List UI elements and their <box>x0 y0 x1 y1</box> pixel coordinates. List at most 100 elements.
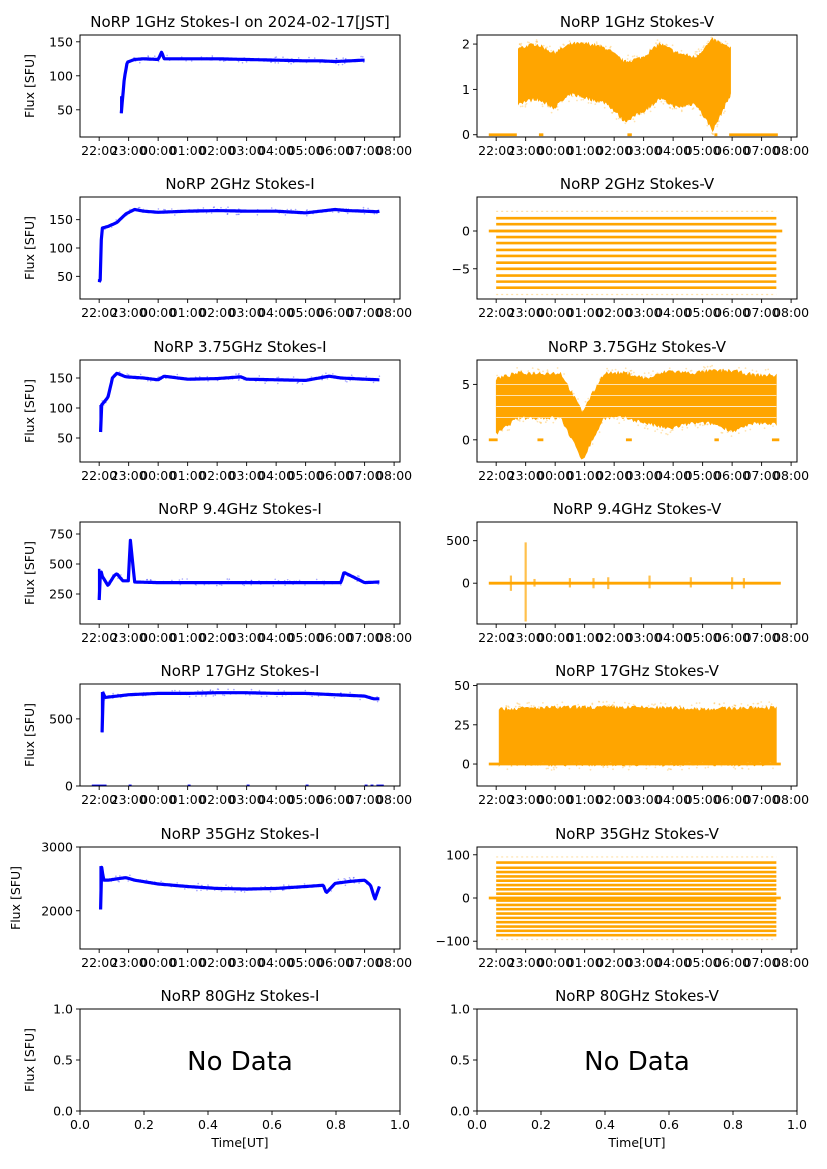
data-point <box>260 695 263 698</box>
data-point <box>189 379 192 381</box>
data-point <box>111 695 113 697</box>
x-tick-label: 03:00 <box>626 955 662 970</box>
data-point <box>506 768 509 771</box>
data-point <box>585 404 587 407</box>
data-point <box>656 39 659 41</box>
x-tick-label: 00:00 <box>537 143 573 158</box>
data-point <box>136 693 139 696</box>
y-tick-label: 0 <box>462 224 470 239</box>
data-point <box>772 425 774 427</box>
y-tick-label: 0 <box>462 757 470 772</box>
data-point <box>293 378 295 381</box>
data-point <box>603 705 606 708</box>
data-point <box>209 689 212 692</box>
plot-area <box>488 364 780 462</box>
data-point <box>137 378 139 380</box>
data-point <box>250 688 253 691</box>
panel-35ghz-i: NoRP 35GHz Stokes-I Flux [SFU] 2000 3000 22:… <box>8 825 412 970</box>
panel-80ghz-v: NoRP 80GHz Stokes-V 0.0 0.5 1.0 0.0 0.2 0.4 0.6… <box>450 987 807 1150</box>
x-tick-label: 05:00 <box>685 305 721 320</box>
data-point <box>133 56 135 59</box>
data-point <box>524 105 527 108</box>
data-point <box>323 580 326 582</box>
data-point <box>110 880 112 883</box>
x-tick-label: 02:00 <box>596 143 632 158</box>
data-point <box>528 701 530 704</box>
data-point <box>286 212 289 214</box>
data-point <box>245 61 248 63</box>
data-point <box>112 692 114 695</box>
data-point <box>514 705 517 708</box>
data-point <box>212 695 215 697</box>
x-tick-label: 22:00 <box>478 792 514 807</box>
y-tick-label: 750 <box>49 527 73 542</box>
data-point <box>748 372 751 374</box>
x-tick-label: 07:00 <box>744 468 780 483</box>
data-point <box>702 366 705 368</box>
data-point <box>188 695 191 698</box>
data-point <box>352 376 354 379</box>
data-point <box>669 431 672 434</box>
data-point <box>305 209 308 212</box>
data-point <box>505 704 508 707</box>
y-tick-label: 100 <box>49 68 73 83</box>
data-point <box>249 694 251 696</box>
data-point <box>286 208 289 211</box>
data-point <box>640 113 642 115</box>
data-point <box>613 701 615 704</box>
data-point <box>162 580 165 583</box>
data-point <box>286 579 289 581</box>
data-point <box>296 382 299 385</box>
x-tick-label: 01:00 <box>567 955 603 970</box>
data-point <box>663 426 666 429</box>
data-point <box>346 212 349 215</box>
data-point <box>341 63 344 66</box>
x-tick-label: 08:00 <box>773 143 809 158</box>
data-point <box>278 212 281 214</box>
data-point <box>344 884 347 887</box>
data-point <box>179 583 182 586</box>
data-point <box>348 59 351 62</box>
x-tick-label: 08:00 <box>376 792 412 807</box>
data-point <box>184 888 186 890</box>
x-tick-label: 02:00 <box>199 955 235 970</box>
data-point <box>546 369 549 372</box>
x-tick-label: 0.6 <box>659 1117 679 1132</box>
data-point <box>210 212 213 214</box>
data-point <box>719 41 722 44</box>
data-point <box>619 115 621 118</box>
x-tick-label: 23:00 <box>508 955 544 970</box>
data-point <box>650 104 652 107</box>
x-tick-label: 03:00 <box>229 955 265 970</box>
data-point <box>644 375 646 378</box>
data-point <box>654 430 656 432</box>
data-point <box>661 765 664 768</box>
data-point <box>687 104 690 106</box>
data-point <box>211 59 213 61</box>
data-point <box>201 689 204 692</box>
data-point <box>197 690 199 692</box>
y-tick-label: 150 <box>49 212 73 227</box>
data-point <box>241 58 244 60</box>
data-point <box>292 583 294 586</box>
data-point <box>356 575 359 577</box>
data-point <box>139 61 141 64</box>
data-point <box>184 378 186 381</box>
x-tick-label: 01:00 <box>567 630 603 645</box>
data-point <box>219 59 221 62</box>
x-tick-label: 05:00 <box>288 630 324 645</box>
data-point <box>235 213 238 216</box>
chart-title: NoRP 80GHz Stokes-V <box>555 987 720 1005</box>
data-point <box>633 120 636 123</box>
data-point <box>231 378 234 380</box>
data-point <box>233 688 235 691</box>
x-tick-label: 04:00 <box>258 955 294 970</box>
y-tick-label: 50 <box>454 678 470 693</box>
data-point <box>286 59 289 62</box>
data-point <box>248 210 250 213</box>
data-point <box>626 58 629 60</box>
data-point <box>142 691 145 694</box>
data-point <box>542 370 544 373</box>
data-point <box>629 373 632 375</box>
data-point <box>526 41 529 43</box>
